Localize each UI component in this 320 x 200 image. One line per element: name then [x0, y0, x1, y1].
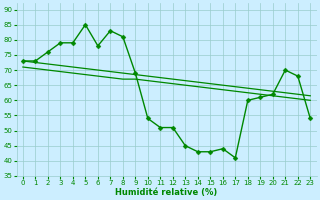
- X-axis label: Humidité relative (%): Humidité relative (%): [116, 188, 218, 197]
